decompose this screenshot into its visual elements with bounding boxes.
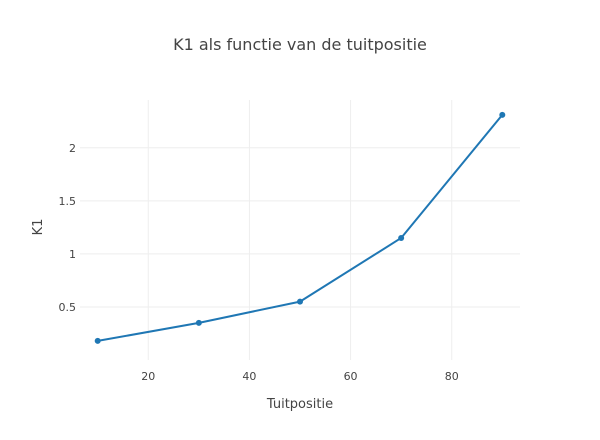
- series-group: [94, 111, 506, 344]
- data-point[interactable]: [297, 298, 303, 305]
- y-tick-label: 0.5: [59, 301, 77, 314]
- x-tick-label: 60: [344, 370, 358, 383]
- y-tick-label: 2: [69, 142, 76, 155]
- data-point[interactable]: [195, 319, 202, 326]
- y-tick-label: 1: [69, 248, 76, 261]
- grid: [80, 100, 520, 360]
- data-point[interactable]: [398, 234, 405, 241]
- data-point[interactable]: [94, 337, 101, 344]
- x-tick-label: 20: [141, 370, 155, 383]
- tick-labels: 20 40 60 80 0.5 1 1.5 2: [59, 142, 459, 383]
- x-tick-label: 40: [242, 370, 256, 383]
- x-axis-title: Tuitpositie: [266, 397, 333, 412]
- chart-title: K1 als functie van de tuitpositie: [173, 35, 427, 54]
- y-tick-label: 1.5: [59, 195, 77, 208]
- y-axis-title: K1: [31, 219, 46, 236]
- x-tick-label: 80: [445, 370, 459, 383]
- data-point[interactable]: [499, 111, 506, 118]
